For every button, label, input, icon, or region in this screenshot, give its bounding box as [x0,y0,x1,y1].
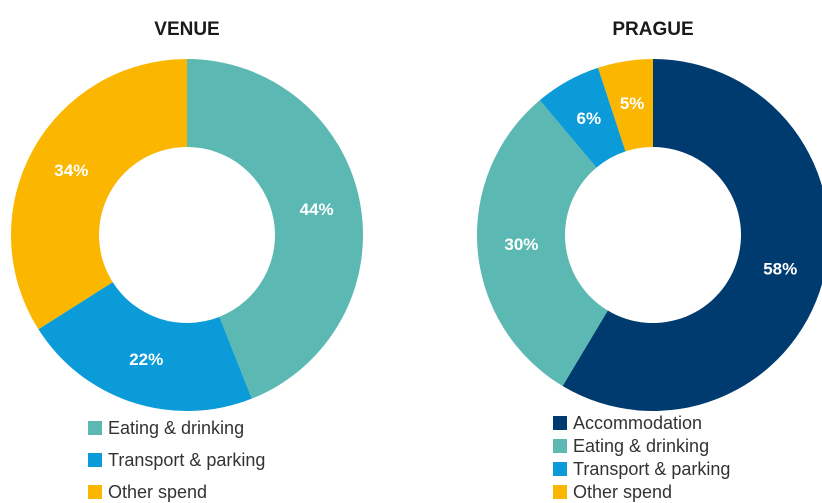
data-label: 6% [577,109,602,128]
legend-label: Eating & drinking [108,418,244,438]
legend-label: Other spend [573,482,672,502]
legend-swatch [88,421,102,435]
legend-label: Eating & drinking [573,436,709,456]
data-label: 30% [504,235,538,254]
data-label: 22% [129,350,163,369]
legend-swatch [88,485,102,499]
legend-label: Accommodation [573,413,702,433]
data-label: 5% [620,94,645,113]
legend-swatch [553,462,567,476]
legend-label: Transport & parking [573,459,730,479]
donut-slice [187,59,363,399]
data-label: 58% [763,260,797,279]
chart-title: PRAGUE [612,19,693,40]
chart-title: VENUE [154,19,219,40]
legend-swatch [553,485,567,499]
legend-label: Transport & parking [108,450,265,470]
legend-swatch [553,439,567,453]
donut-slice [598,59,653,152]
donut-slice [562,59,822,411]
legend-swatch [553,416,567,430]
donut-slice [11,59,188,330]
data-label: 44% [300,200,334,219]
donut-slice [477,100,608,387]
legend-swatch [88,453,102,467]
donut-slice [539,67,626,168]
donut-slice [38,282,252,411]
data-label: 34% [54,161,88,180]
legend-label: Other spend [108,482,207,502]
